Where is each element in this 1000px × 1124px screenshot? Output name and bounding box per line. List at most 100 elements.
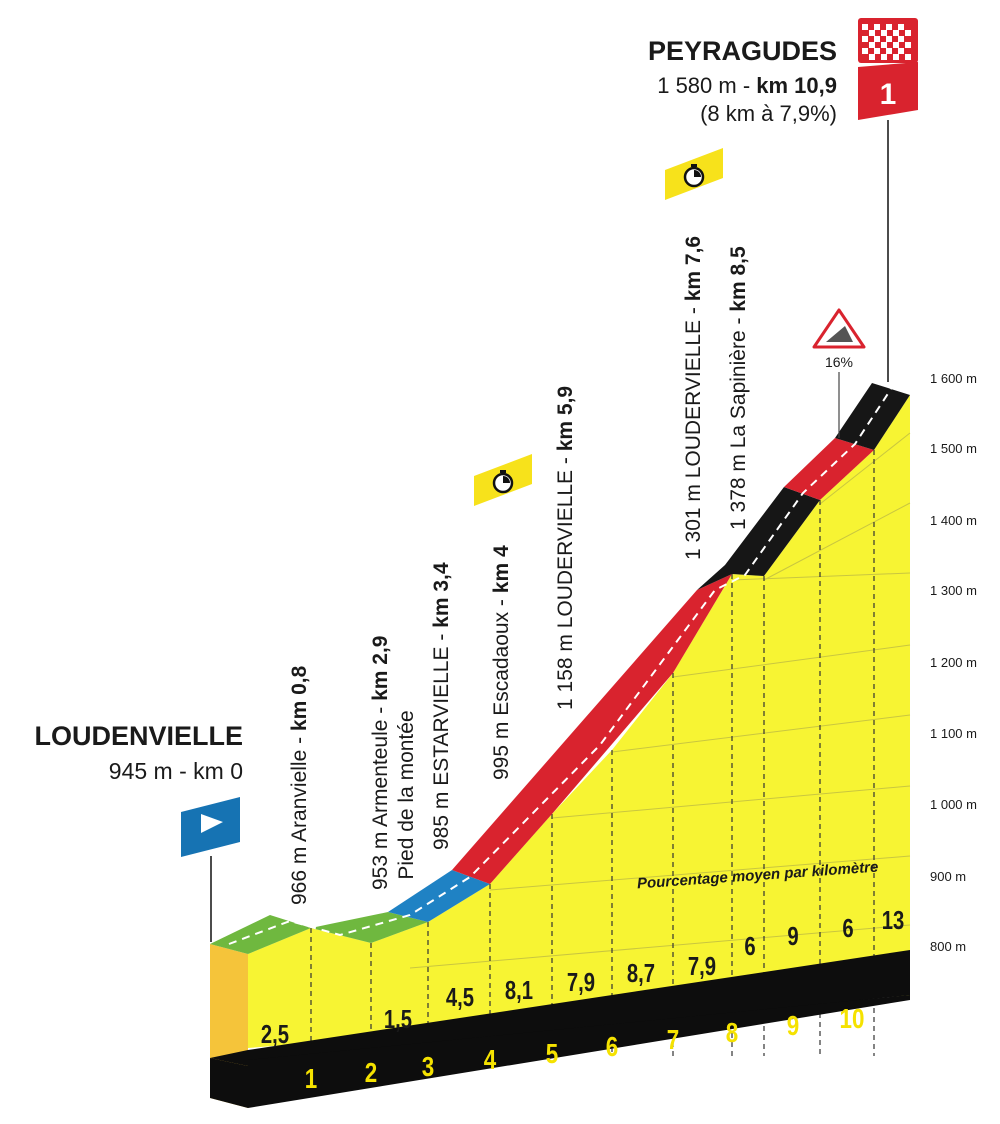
- checker-square: [898, 48, 904, 54]
- km-marker-label: 1: [305, 1064, 317, 1095]
- waypoint-km: km 5,9: [554, 386, 577, 451]
- waypoint-label: 966 m Aranvielle - km 0,8: [288, 665, 311, 905]
- start-detail: 945 m - km 0: [109, 758, 243, 784]
- km-labels: 1 2 3 4 5 6 7 8 9 10: [305, 1004, 865, 1095]
- finish-checkered-flag-icon: 1: [858, 18, 918, 382]
- profile-base-front-lower: [248, 995, 910, 1108]
- waypoint-label: 1 378 m La Sapinière - km 8,5: [727, 246, 750, 530]
- waypoint-place: 966 m Aranvielle -: [288, 731, 311, 905]
- waypoint-place: 995 m Escadaoux -: [490, 593, 513, 780]
- km-marker-label: 7: [667, 1025, 679, 1056]
- checker-square: [862, 48, 868, 54]
- waypoint-km: km 8,5: [727, 246, 750, 312]
- checker-square: [893, 30, 899, 36]
- steep-gradient-label: 16%: [825, 354, 853, 370]
- profile-body: [248, 395, 910, 1048]
- gradient-value: 4,5: [446, 983, 474, 1012]
- altitude-tick-label: 900 m: [930, 869, 966, 884]
- stopwatch-icon: [665, 148, 723, 200]
- altitude-tick-label: 1 000 m: [930, 797, 977, 812]
- checker-square: [862, 36, 868, 42]
- waypoint-note: Pied de la montée: [395, 710, 418, 879]
- band-red-2: [784, 438, 874, 500]
- stopwatch-icon: [474, 454, 532, 506]
- altitude-tick-label: 1 500 m: [930, 441, 977, 456]
- checker-square: [893, 54, 899, 60]
- profile-base-front: [210, 1058, 248, 1108]
- altitude-tick-label: 1 100 m: [930, 726, 977, 741]
- finish-climb: (8 km à 7,9%): [700, 101, 837, 126]
- waypoint-km: km 7,6: [682, 236, 705, 301]
- gradient-bands: [210, 383, 910, 954]
- gradient-value: 8,1: [505, 976, 533, 1005]
- waypoint-label: 1 301 m LOUDERVIELLE - km 7,6: [682, 236, 705, 560]
- checker-square: [881, 30, 887, 36]
- km-marker-label: 6: [606, 1032, 618, 1063]
- checker-square: [874, 48, 880, 54]
- start-flag-icon: [181, 797, 240, 942]
- finish-detail: 1 580 m - km 10,9: [657, 73, 837, 98]
- checker-square: [874, 24, 880, 30]
- gradient-value: 6: [842, 914, 853, 943]
- km-marker-label: 3: [422, 1052, 434, 1083]
- band-black-2: [835, 383, 910, 450]
- gradient-value: 7,9: [688, 952, 716, 981]
- km-marker-label: 5: [546, 1039, 558, 1070]
- waypoint-place: 1 158 m LOUDERVIELLE -: [554, 451, 577, 710]
- waypoint-km: km 0,8: [288, 665, 311, 731]
- checker-square: [862, 24, 868, 30]
- waypoint-place: 985 m ESTARVIELLE -: [430, 628, 453, 850]
- waypoint-label: 995 m Escadaoux - km 4: [490, 545, 513, 780]
- finish-name: PEYRAGUDES: [648, 36, 837, 66]
- waypoint-place: 1 378 m La Sapinière -: [727, 312, 750, 530]
- profile-base: [210, 950, 910, 1066]
- altitude-tick-label: 1 600 m: [930, 371, 977, 386]
- waypoint-km: km 3,4: [430, 562, 453, 628]
- km-marker-label: 2: [365, 1058, 377, 1089]
- checker-square: [886, 36, 892, 42]
- finish-detail-plain: 1 580 m -: [657, 73, 756, 98]
- checker-square: [869, 54, 875, 60]
- finish-detail-bold: km 10,9: [756, 73, 837, 98]
- waypoint-label: 953 m Armenteule - km 2,9: [369, 636, 392, 890]
- km-marker-label: 9: [787, 1011, 799, 1042]
- gradient-value: 9: [787, 922, 798, 951]
- waypoint-place: 1 301 m LOUDERVIELLE -: [682, 301, 705, 560]
- waypoint-label: 985 m ESTARVIELLE - km 3,4: [430, 562, 453, 850]
- checker-square: [886, 24, 892, 30]
- checker-square: [905, 30, 911, 36]
- checker-square: [869, 42, 875, 48]
- checker-square: [905, 54, 911, 60]
- gradient-labels: 2,5 1,5 4,5 8,1 7,9 8,7 7,9 6 9 6 13: [261, 906, 904, 1049]
- gradient-value: 2,5: [261, 1020, 289, 1049]
- waypoint-labels: 966 m Aranvielle - km 0,8 953 m Armenteul…: [288, 236, 750, 905]
- km-marker-label: 8: [726, 1018, 738, 1049]
- checker-square: [886, 48, 892, 54]
- gradient-value: 7,9: [567, 968, 595, 997]
- altitude-tick-label: 1 300 m: [930, 583, 977, 598]
- steep-gradient-warning-icon: 16%: [812, 308, 866, 438]
- waypoint-km: km 2,9: [369, 636, 392, 701]
- checker-square: [881, 54, 887, 60]
- waypoint-km: km 4: [490, 545, 513, 593]
- start-name: LOUDENVIELLE: [34, 721, 243, 751]
- altitude-tick-label: 1 400 m: [930, 513, 977, 528]
- band-red-1: [452, 574, 732, 884]
- checker-square: [869, 30, 875, 36]
- gradient-value: 8,7: [627, 959, 655, 988]
- band-green-1: [210, 915, 311, 954]
- checker-square: [898, 36, 904, 42]
- waypoint-label: 1 158 m LOUDERVIELLE - km 5,9: [554, 386, 577, 710]
- gradient-value: 6: [744, 932, 755, 961]
- altitude-axis: 1 600 m 1 500 m 1 400 m 1 300 m 1 200 m 1 100…: [930, 371, 977, 954]
- checker-square: [905, 42, 911, 48]
- category-badge: [858, 62, 918, 120]
- waypoint-place: 953 m Armenteule -: [369, 701, 392, 890]
- road-centerline: [228, 388, 892, 945]
- gradient-value: 13: [882, 906, 905, 935]
- altitude-tick-label: 800 m: [930, 939, 966, 954]
- checker-square: [874, 36, 880, 42]
- km-marker-label: 10: [840, 1004, 865, 1035]
- altitude-tick-label: 1 200 m: [930, 655, 977, 670]
